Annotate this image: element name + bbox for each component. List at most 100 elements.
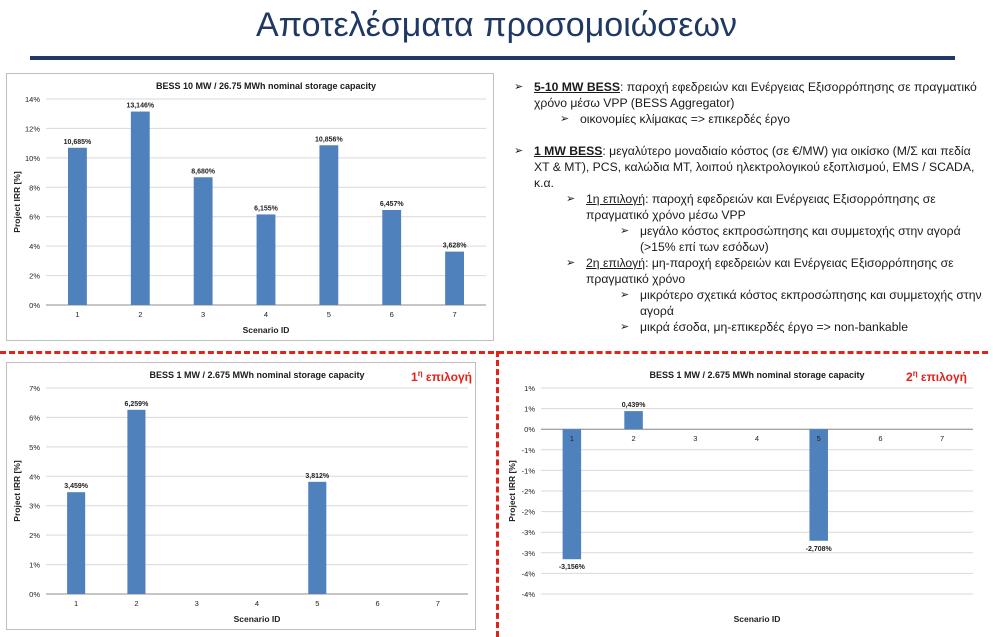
x-tick-label: 4 [755,434,759,443]
chart-bess-1mw-option1: BESS 1 MW / 2.675 MWh nominal storage ca… [6,362,476,630]
bar [319,145,339,305]
y-tick-label: 1% [29,561,40,570]
chart-bess-1mw-option1-svg: BESS 1 MW / 2.675 MWh nominal storage ca… [6,362,476,630]
note-option2-text: : μη-παροχή εφεδρειών και Ενέργειας Εξισ… [586,256,954,286]
y-tick-label: 2% [29,531,40,540]
data-label: 10,856% [315,136,343,143]
chart-title: BESS 1 MW / 2.675 MWh nominal storage ca… [649,370,864,380]
y-tick-label: -2% [522,508,536,517]
x-tick-label: 3 [201,310,205,319]
chart-bess-1mw-option2-svg: BESS 1 MW / 2.675 MWh nominal storage ca… [507,370,973,624]
chart-bess-1mw-option2: BESS 1 MW / 2.675 MWh nominal storage ca… [501,362,981,630]
y-tick-label: -2% [522,487,536,496]
chart-bess-10mw: BESS 10 MW / 26.75 MWh nominal storage c… [6,73,494,341]
bar [127,409,146,594]
y-tick-label: 1% [524,384,535,393]
bar [382,209,402,305]
divider-dashed-left [0,351,494,354]
data-label: 6,155% [254,205,279,212]
y-tick-label: 4% [29,472,40,481]
x-tick-label: 5 [817,434,821,443]
y-tick-label: 1% [524,405,535,414]
y-tick-label: 0% [524,425,535,434]
divider-dashed-right [498,351,988,354]
y-tick-label: -3% [522,549,536,558]
x-axis-title: Scenario ID [234,614,281,624]
arrow-bullet-icon: ➢ [566,193,576,205]
note-option1: ➢ 1η επιλογή: παροχή εφεδρειών και Ενέργ… [566,191,984,223]
data-label: 3,812% [305,473,330,480]
y-tick-label: 3% [29,502,40,511]
data-label: 8,680% [191,168,216,175]
x-tick-label: 5 [327,310,331,319]
y-tick-label: 7% [29,384,40,393]
chart-frame [6,73,494,341]
note-option1-text: : παροχή εφεδρειών και Ενέργειας Εξισορρ… [586,192,936,222]
note-option2: ➢ 2η επιλογή: μη-παροχή εφεδρειών και Εν… [566,255,984,287]
arrow-bullet-icon: ➢ [514,145,524,157]
note-option1-sub-text: μεγάλο κόστος εκπροσώπησης και συμμετοχή… [640,224,961,254]
data-label: -2,708% [806,546,833,553]
bar [193,177,213,305]
arrow-bullet-icon: ➢ [620,225,630,237]
x-tick-label: 2 [134,599,138,608]
bar [624,411,643,430]
y-tick-label: 2% [29,272,40,281]
x-tick-label: 4 [264,310,268,319]
x-tick-label: 1 [570,434,574,443]
bar [67,492,86,594]
note-option2-sub2: ➢ μικρά έσοδα, μη-επικερδές έργο => non-… [620,319,984,335]
chart-bess-10mw-svg: BESS 10 MW / 26.75 MWh nominal storage c… [6,73,494,341]
y-tick-label: 12% [25,124,40,133]
arrow-bullet-icon: ➢ [620,321,630,333]
note-bess-5-10mw: ➢ 5-10 MW BESS: παροχή εφεδρειών και Ενέ… [514,79,984,111]
note-bess-1mw: ➢ 1 MW BESS: μεγαλύτερο μοναδιαίο κόστος… [514,143,984,191]
y-tick-label: 0% [29,301,40,310]
y-axis-title: Project IRR [%] [507,460,517,522]
bar [562,429,582,560]
y-tick-label: 0% [29,590,40,599]
x-tick-label: 1 [75,310,79,319]
x-axis-title: Scenario ID [243,325,290,335]
note-bess-5-10mw-text: : παροχή εφεδρειών και Ενέργειας Εξισορρ… [534,80,977,110]
note-option2-sub2-text: μικρά έσοδα, μη-επικερδές έργο => non-ba… [640,320,908,334]
y-tick-label: 6% [29,213,40,222]
note-bess-5-10mw-sub-text: οικονομίες κλίμακας => επικερδές έργο [580,112,791,126]
data-label: 0,439% [622,402,647,409]
note-bess-1mw-text: : μεγαλύτερο μοναδιαίο κόστος (σε €/MW) … [534,144,975,190]
y-tick-label: 14% [25,95,40,104]
y-tick-label: 4% [29,242,40,251]
x-tick-label: 3 [195,599,199,608]
option-label-second: 2η επιλογή [906,369,967,384]
divider-dashed-vertical [496,351,499,637]
note-option2-sub1: ➢ μικρότερο σχετικά κόστος εκπροσώπησης … [620,287,984,319]
x-tick-label: 7 [940,434,944,443]
data-label: 3,459% [64,483,89,490]
note-bess-1mw-head: 1 MW BESS [534,144,603,158]
y-axis-title: Project IRR [%] [12,171,22,233]
data-label: -3,156% [559,564,586,571]
x-tick-label: 1 [74,599,78,608]
data-label: 10,685% [64,139,92,146]
chart-title: BESS 10 MW / 26.75 MWh nominal storage c… [156,81,376,91]
arrow-bullet-icon: ➢ [566,257,576,269]
arrow-bullet-icon: ➢ [620,289,630,301]
notes-panel: ➢ 5-10 MW BESS: παροχή εφεδρειών και Ενέ… [514,79,984,335]
page-title: Αποτελέσματα προσομοιώσεων [256,6,737,44]
x-tick-label: 3 [693,434,697,443]
y-tick-label: 10% [25,154,40,163]
y-tick-label: -1% [522,466,536,475]
y-tick-label: -4% [522,569,536,578]
arrow-bullet-icon: ➢ [560,113,570,125]
y-tick-label: 8% [29,183,40,192]
y-axis-title: Project IRR [%] [12,460,22,522]
bar [256,214,276,305]
x-tick-label: 4 [255,599,259,608]
y-tick-label: -1% [522,446,536,455]
y-tick-label: -4% [522,590,536,599]
x-tick-label: 7 [452,310,456,319]
option-label-first: 1η επιλογή [411,369,472,384]
chart-title: BESS 1 MW / 2.675 MWh nominal storage ca… [149,370,364,380]
chart-frame [6,362,476,630]
arrow-bullet-icon: ➢ [514,81,524,93]
